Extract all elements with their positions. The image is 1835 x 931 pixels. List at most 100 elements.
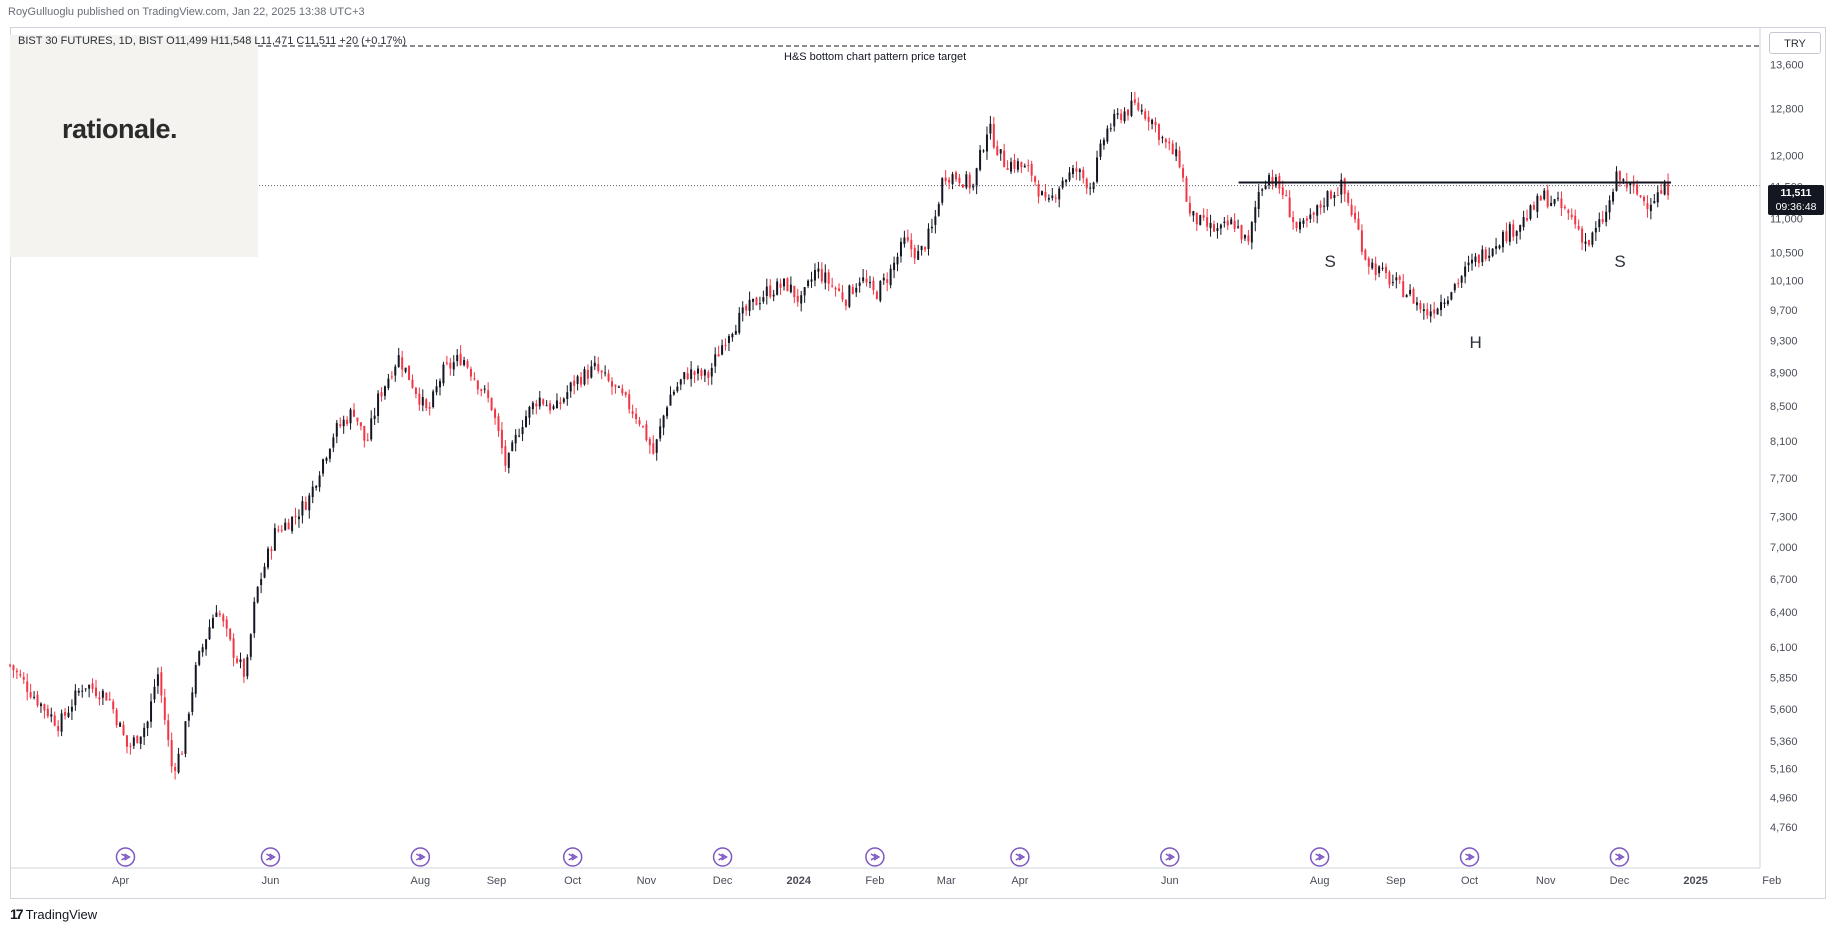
- candle-body: [1041, 191, 1043, 196]
- candle-body: [1598, 219, 1601, 228]
- event-icon[interactable]: [1010, 847, 1030, 867]
- candle-body: [1529, 205, 1532, 219]
- candle-body: [1065, 179, 1068, 183]
- candle-body: [542, 399, 545, 405]
- candle-body: [848, 285, 851, 307]
- candle-body: [745, 305, 748, 311]
- candle-body: [1243, 234, 1246, 239]
- candle-body: [779, 283, 782, 288]
- candle-body: [1123, 111, 1126, 122]
- candle-body: [1292, 217, 1295, 223]
- event-icon[interactable]: [1309, 847, 1330, 867]
- candle-body: [1391, 282, 1394, 284]
- candle-body: [1209, 222, 1212, 229]
- candle-body: [1206, 217, 1209, 227]
- candle-body: [1667, 181, 1670, 196]
- event-icon[interactable]: [865, 847, 885, 867]
- candle-body: [1536, 195, 1539, 212]
- candle-body: [659, 426, 662, 439]
- tradingview-footer-text: TradingView: [25, 906, 98, 922]
- tradingview-footer[interactable]: 17 TradingView: [10, 906, 97, 922]
- candle-body: [1605, 211, 1608, 222]
- event-layer: [115, 847, 1630, 867]
- candle-body: [507, 453, 510, 468]
- candle-body: [896, 256, 899, 265]
- candle-body: [631, 411, 634, 414]
- event-icon[interactable]: [712, 847, 733, 867]
- candle-body: [1660, 190, 1663, 194]
- candle-body: [1085, 178, 1088, 189]
- candle-body: [366, 439, 369, 441]
- candle-body: [70, 706, 73, 712]
- candle-body: [445, 362, 448, 364]
- candle-body: [1618, 171, 1621, 181]
- event-icon[interactable]: [410, 847, 431, 867]
- price-tick-label: 5,360: [1770, 736, 1798, 748]
- candle-body: [260, 579, 263, 586]
- event-icon[interactable]: [1459, 847, 1480, 867]
- candle-body: [184, 721, 187, 754]
- candle-body: [1171, 143, 1174, 155]
- event-icon[interactable]: [260, 847, 281, 867]
- price-tick-label: 4,760: [1770, 822, 1798, 834]
- candle-body: [452, 362, 455, 370]
- candle-body: [576, 376, 579, 384]
- candle-body: [1240, 225, 1243, 240]
- candle-body: [1003, 150, 1006, 167]
- price-tick-label: 5,160: [1770, 764, 1798, 776]
- event-icon[interactable]: [1609, 847, 1630, 867]
- candle-body: [411, 379, 414, 388]
- candle-body: [1130, 100, 1133, 116]
- candle-body: [955, 172, 957, 180]
- candle-body: [208, 627, 211, 640]
- candle-body: [1058, 188, 1061, 200]
- candle-body: [1457, 282, 1460, 284]
- candle-body: [1381, 267, 1384, 269]
- event-icon[interactable]: [115, 847, 136, 867]
- candle-body: [15, 670, 18, 673]
- candle-body: [284, 522, 287, 531]
- candle-body: [604, 372, 607, 374]
- candle-body: [1374, 263, 1377, 275]
- candle-body: [1161, 137, 1164, 139]
- candle-body: [373, 415, 376, 419]
- candle-body: [187, 713, 190, 721]
- candle-body: [408, 365, 411, 381]
- candle-body: [511, 442, 514, 451]
- candle-body: [1071, 167, 1074, 175]
- candle-body: [1584, 241, 1587, 244]
- candle-body: [1436, 308, 1439, 315]
- event-icon[interactable]: [1160, 847, 1180, 867]
- candle-body: [1467, 262, 1470, 266]
- candle-body: [1164, 138, 1167, 143]
- candle-body: [174, 766, 177, 771]
- candle-body: [1484, 249, 1487, 259]
- candle-body: [1649, 204, 1652, 212]
- candle-body: [1367, 258, 1370, 267]
- symbol-legend[interactable]: BIST 30 FUTURES, 1D, BIST O11,499 H11,54…: [18, 35, 407, 47]
- candle-body: [304, 501, 307, 510]
- time-tick-label: Dec: [713, 875, 733, 887]
- candle-body: [1646, 203, 1649, 210]
- currency-badge[interactable]: TRY: [1769, 32, 1821, 54]
- candle-body: [249, 634, 252, 657]
- candle-body: [1230, 219, 1233, 225]
- candle-body: [483, 388, 486, 390]
- candle-body: [989, 123, 992, 134]
- candle-body: [160, 672, 163, 696]
- candle-body: [473, 378, 476, 380]
- event-icon[interactable]: [562, 847, 583, 867]
- candle-body: [1140, 109, 1143, 112]
- candle-body: [1082, 169, 1085, 179]
- candle-body: [81, 690, 84, 692]
- candle-body: [985, 134, 988, 152]
- candle-body: [734, 330, 737, 335]
- candle-body: [545, 405, 548, 407]
- candle-body: [559, 402, 562, 405]
- candle-body: [428, 407, 431, 409]
- candle-body: [875, 291, 878, 300]
- candle-body: [1395, 277, 1398, 281]
- candle-body: [1319, 204, 1322, 208]
- candle-body: [762, 297, 765, 302]
